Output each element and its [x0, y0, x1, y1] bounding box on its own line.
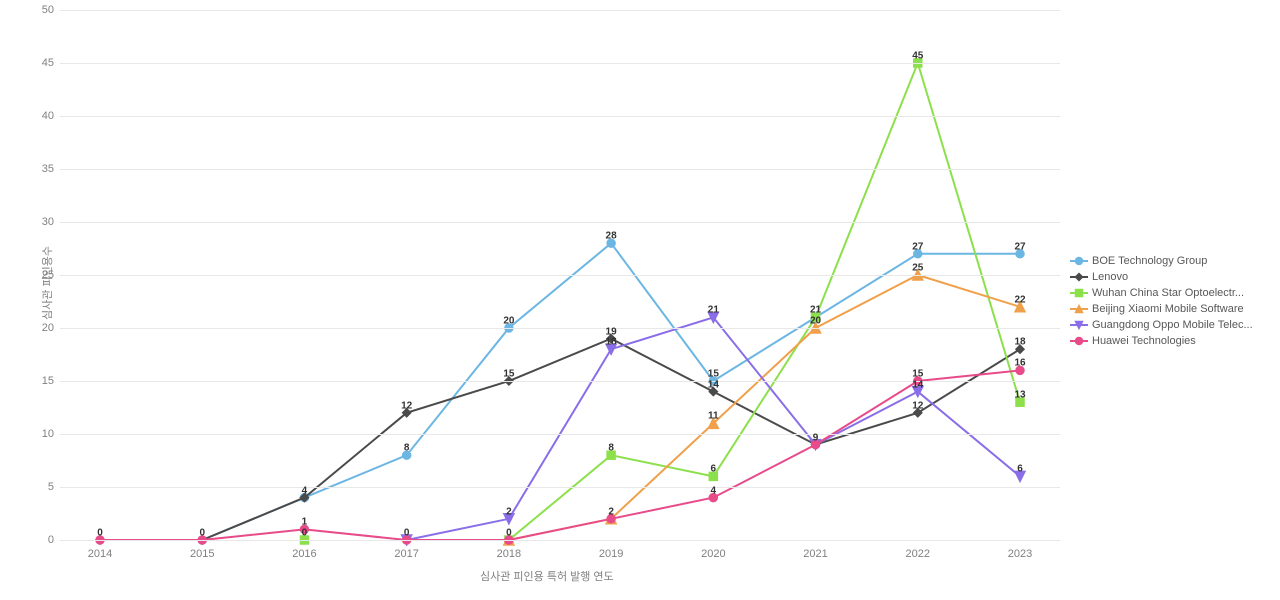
series-marker — [607, 515, 615, 523]
gridline — [60, 381, 1060, 382]
gridline — [60, 487, 1060, 488]
legend: BOE Technology Group Lenovo Wuhan China St… — [1070, 255, 1253, 351]
series-marker — [812, 441, 820, 449]
x-tick-label: 2020 — [701, 548, 725, 560]
x-tick-label: 2018 — [497, 548, 521, 560]
legend-label: Huawei Technologies — [1092, 335, 1196, 347]
line-chart: 심사관 피인용수 심사관 피인용 특허 발행 연도 BOE Technology… — [0, 0, 1280, 600]
gridline — [60, 328, 1060, 329]
series-marker — [403, 451, 411, 459]
y-tick-label: 50 — [24, 4, 54, 16]
y-tick-label: 30 — [24, 216, 54, 228]
legend-swatch-icon — [1070, 255, 1088, 267]
legend-item[interactable]: Huawei Technologies — [1070, 335, 1253, 347]
y-tick-label: 5 — [24, 481, 54, 493]
y-tick-label: 45 — [24, 57, 54, 69]
series-marker — [812, 313, 820, 321]
series-marker — [709, 388, 717, 396]
gridline — [60, 63, 1060, 64]
series-marker — [606, 344, 616, 354]
y-tick-label: 25 — [24, 269, 54, 281]
y-tick-label: 10 — [24, 428, 54, 440]
series-marker — [709, 494, 717, 502]
legend-label: Beijing Xiaomi Mobile Software — [1092, 303, 1244, 315]
series-marker — [607, 451, 615, 459]
x-tick-label: 2016 — [292, 548, 316, 560]
x-axis-title: 심사관 피인용 특허 발행 연도 — [480, 568, 614, 584]
legend-item[interactable]: BOE Technology Group — [1070, 255, 1253, 267]
series-marker — [607, 335, 615, 343]
legend-item[interactable]: Wuhan China Star Optoelectr... — [1070, 287, 1253, 299]
legend-item[interactable]: Guangdong Oppo Mobile Telec... — [1070, 319, 1253, 331]
series-marker — [607, 239, 615, 247]
series-marker — [1016, 398, 1024, 406]
series-marker — [1015, 302, 1025, 312]
series-line — [509, 63, 1020, 540]
legend-swatch-icon — [1070, 319, 1088, 331]
legend-swatch-icon — [1070, 271, 1088, 283]
legend-label: Guangdong Oppo Mobile Telec... — [1092, 319, 1253, 331]
series-line — [100, 370, 1020, 540]
series-marker — [300, 525, 308, 533]
y-tick-label: 20 — [24, 322, 54, 334]
plot-area — [60, 10, 1060, 540]
gridline — [60, 434, 1060, 435]
legend-label: BOE Technology Group — [1092, 255, 1207, 267]
x-tick-label: 2015 — [190, 548, 214, 560]
series-line — [202, 243, 1020, 540]
x-tick-label: 2023 — [1008, 548, 1032, 560]
series-marker — [1015, 471, 1025, 481]
gridline — [60, 222, 1060, 223]
x-tick-label: 2014 — [88, 548, 112, 560]
y-tick-label: 15 — [24, 375, 54, 387]
y-tick-label: 35 — [24, 163, 54, 175]
gridline — [60, 10, 1060, 11]
y-tick-label: 0 — [24, 534, 54, 546]
x-tick-label: 2021 — [803, 548, 827, 560]
gridline — [60, 116, 1060, 117]
legend-item[interactable]: Beijing Xiaomi Mobile Software — [1070, 303, 1253, 315]
legend-swatch-icon — [1070, 335, 1088, 347]
x-tick-label: 2022 — [906, 548, 930, 560]
series-marker — [914, 250, 922, 258]
y-tick-label: 40 — [24, 110, 54, 122]
series-line — [100, 339, 1020, 540]
series-marker — [1016, 250, 1024, 258]
x-tick-label: 2019 — [599, 548, 623, 560]
legend-swatch-icon — [1070, 287, 1088, 299]
x-tick-label: 2017 — [394, 548, 418, 560]
series-line — [509, 275, 1020, 540]
gridline — [60, 540, 1060, 541]
gridline — [60, 275, 1060, 276]
series-marker — [709, 472, 717, 480]
gridline — [60, 169, 1060, 170]
legend-swatch-icon — [1070, 303, 1088, 315]
legend-label: Wuhan China Star Optoelectr... — [1092, 287, 1244, 299]
legend-item[interactable]: Lenovo — [1070, 271, 1253, 283]
legend-label: Lenovo — [1092, 271, 1128, 283]
y-axis-title: 심사관 피인용수 — [39, 246, 55, 320]
series-marker — [1016, 366, 1024, 374]
